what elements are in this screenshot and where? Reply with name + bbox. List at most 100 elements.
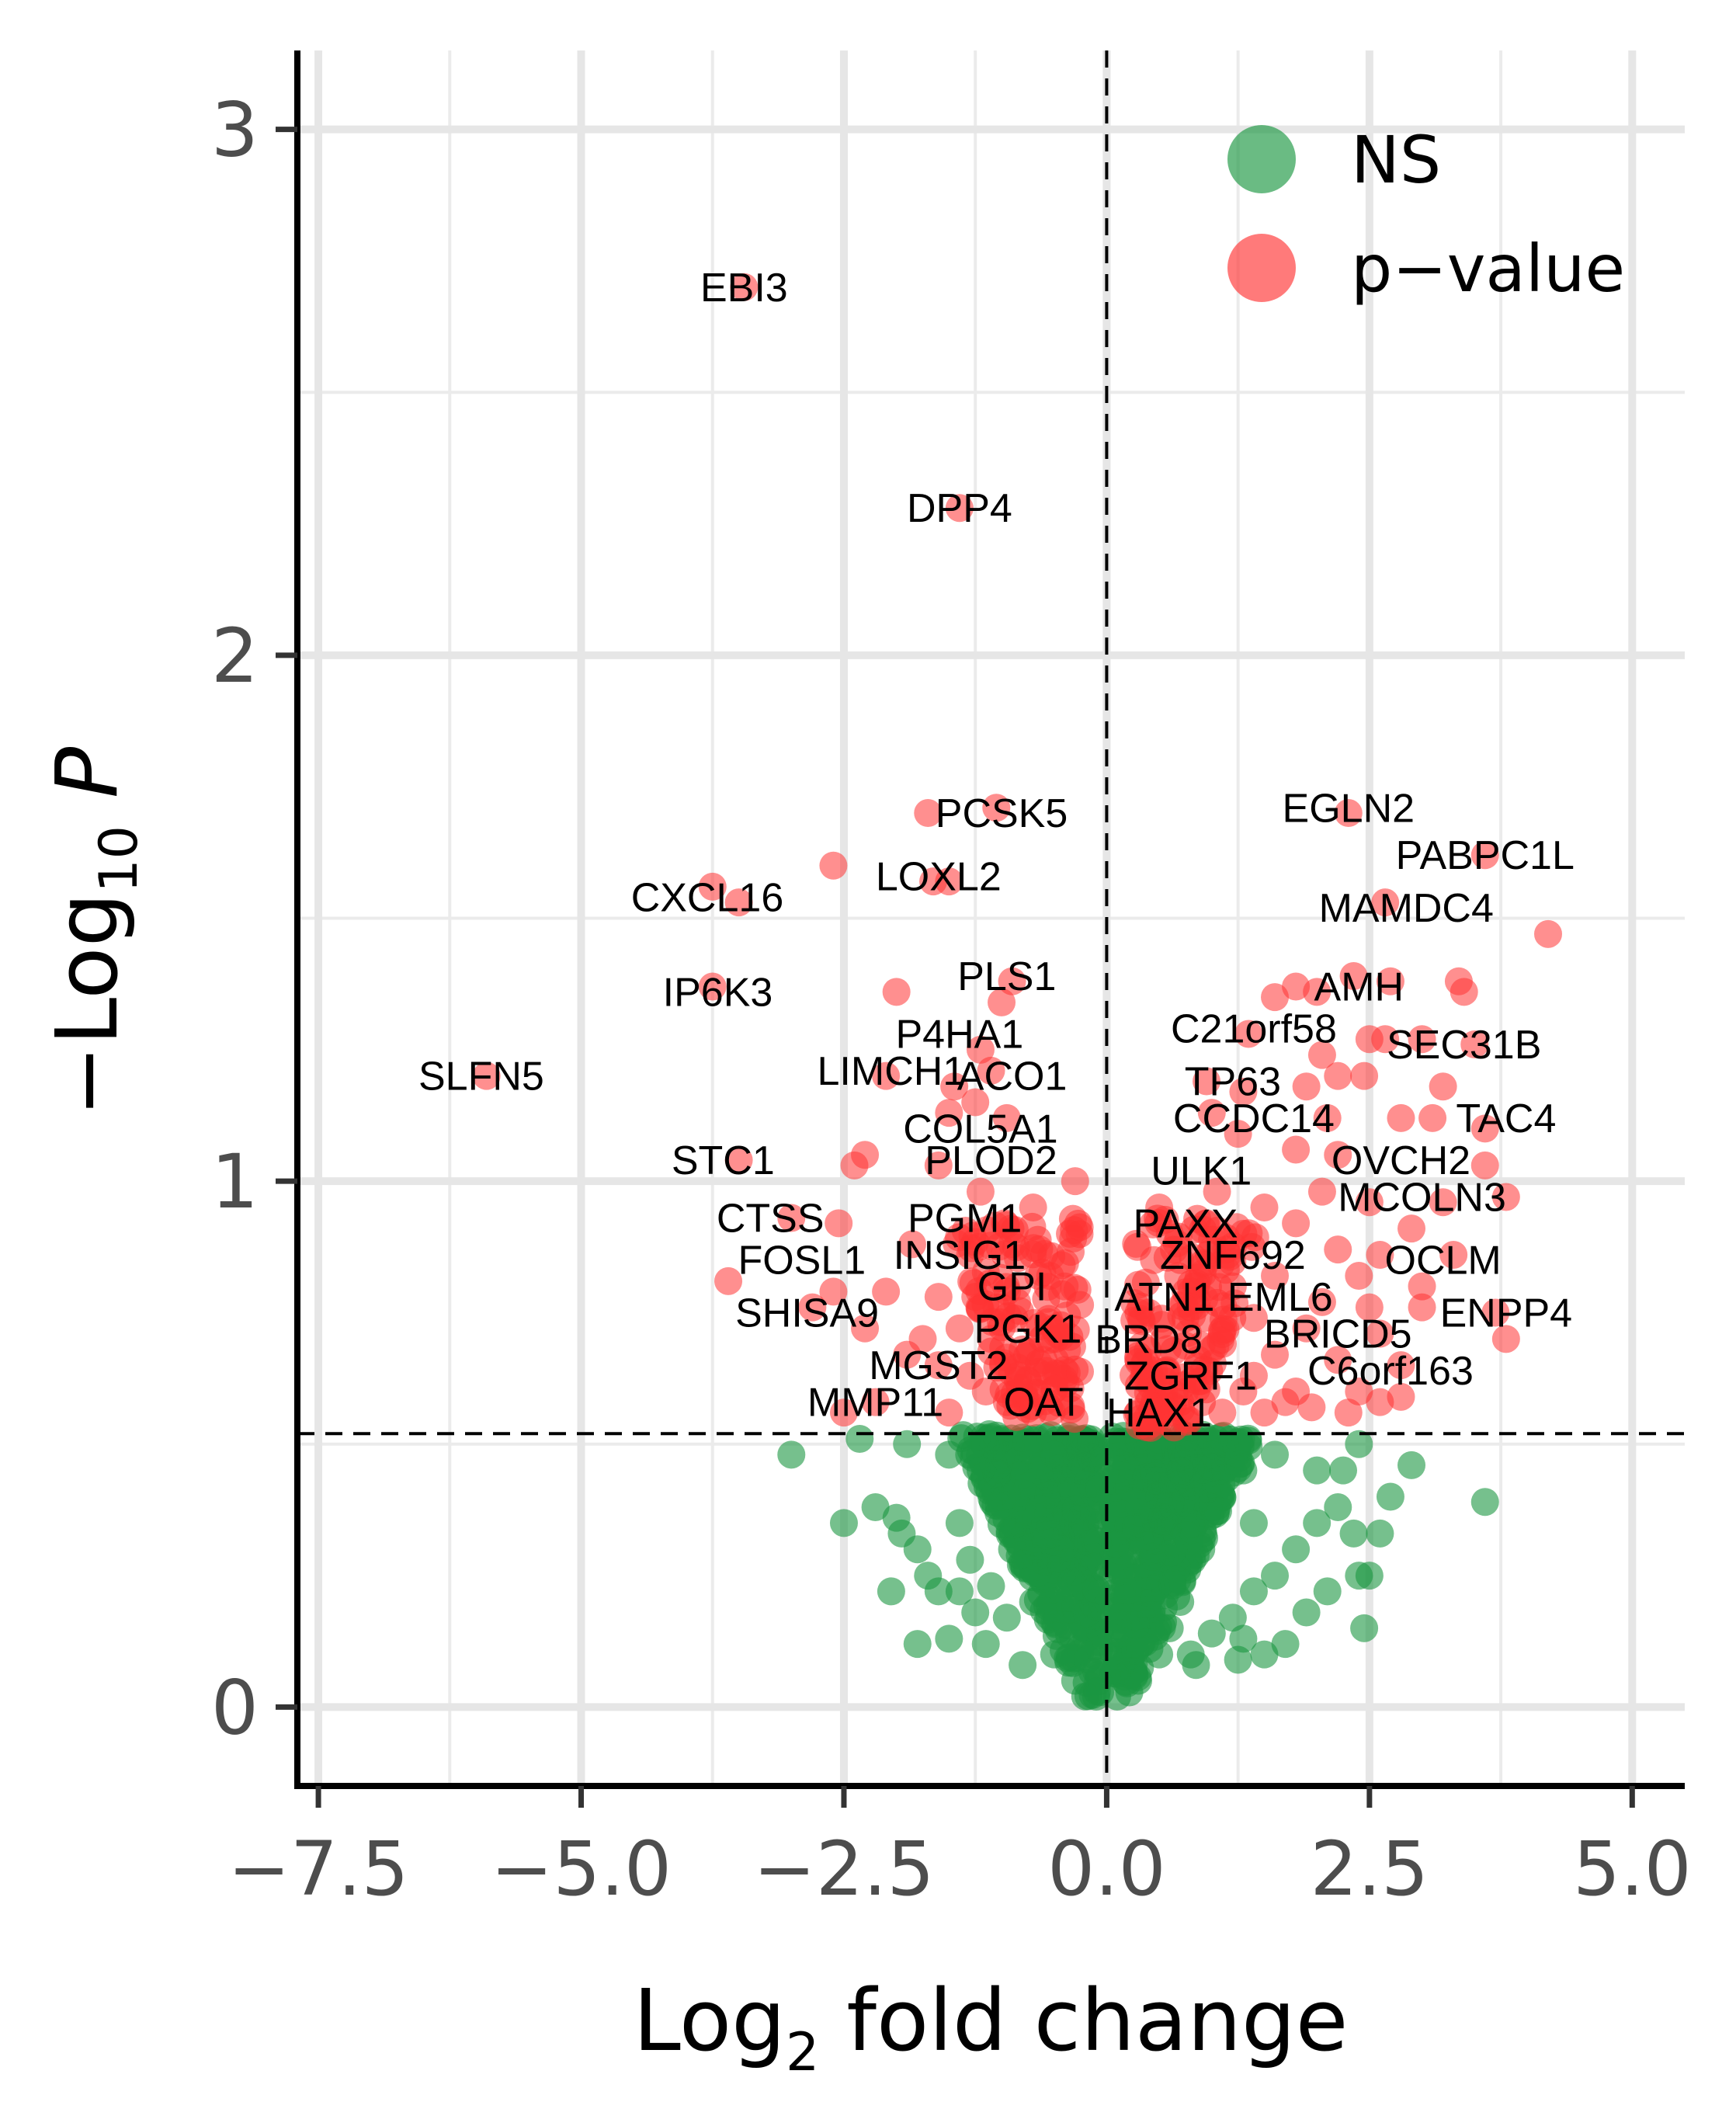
ns-point: [1124, 1509, 1153, 1537]
ns-point: [1197, 1440, 1226, 1469]
ns-point: [966, 1456, 995, 1485]
pvalue-point: [1481, 1298, 1510, 1327]
ns-point: [1329, 1456, 1358, 1485]
gene-label: PLS1: [957, 954, 1056, 999]
pvalue-point: [1193, 1067, 1221, 1096]
ns-point: [1155, 1614, 1184, 1642]
ns-point: [971, 1630, 1000, 1659]
ns-point: [1106, 1551, 1134, 1579]
ns-point: [1250, 1640, 1279, 1669]
gene-label: TP63: [1185, 1059, 1281, 1104]
pvalue-point: [1470, 1114, 1499, 1143]
ns-point: [992, 1603, 1021, 1632]
gene-label: LOXL2: [876, 854, 1002, 899]
pvalue-point: [882, 978, 911, 1006]
ns-point: [1056, 1509, 1085, 1537]
ns-point: [1019, 1587, 1047, 1616]
gene-label: ATN1: [1114, 1275, 1214, 1320]
pvalue-point: [1324, 1346, 1352, 1374]
pvalue-point: [1229, 1078, 1258, 1106]
pvalue-points: [472, 273, 1563, 1442]
pvalue-point: [1534, 919, 1563, 948]
ns-point: [1040, 1440, 1068, 1469]
threshold-lines: [297, 50, 1685, 1786]
axis-ticks: −7.5 −5.0 −2.5 0.0 2.5 5.0 0 1 2 3: [211, 87, 1692, 1913]
pvalue-point: [1324, 1141, 1352, 1169]
pvalue-point: [1261, 1340, 1290, 1369]
pvalue-point: [1355, 1188, 1384, 1217]
ns-point: [1009, 1651, 1037, 1680]
gene-label: PGK1: [974, 1307, 1082, 1352]
ns-point: [1271, 1630, 1300, 1659]
pvalue-point: [1376, 967, 1404, 995]
ns-point: [1176, 1510, 1205, 1538]
pvalue-point: [1408, 1293, 1436, 1322]
legend-label: NS: [1351, 122, 1441, 198]
ns-point: [1045, 1535, 1074, 1564]
pvalue-point: [1239, 1361, 1268, 1390]
y-tick-label: 1: [211, 1138, 259, 1225]
ns-point: [1282, 1535, 1311, 1564]
gene-label: EBI3: [700, 266, 788, 311]
ns-point: [1227, 1425, 1255, 1454]
pvalue-point: [1234, 1020, 1263, 1048]
pvalue-point: [1387, 1103, 1415, 1132]
ns-point: [935, 1440, 963, 1469]
pvalue-point: [1334, 1398, 1363, 1427]
gene-label: PLOD2: [925, 1138, 1057, 1183]
pvalue-point: [1303, 978, 1332, 1006]
pvalue-point: [698, 872, 727, 901]
gene-label: ACO1: [957, 1054, 1068, 1100]
pvalue-point: [935, 867, 963, 896]
pvalue-point: [1124, 1398, 1153, 1427]
y-tick-label: 3: [211, 87, 259, 174]
pvalue-point: [1025, 1235, 1054, 1263]
pvalue-point: [724, 888, 753, 917]
ns-point: [1324, 1493, 1352, 1522]
pvalue-point: [1061, 1167, 1089, 1196]
pvalue-point: [1182, 1269, 1211, 1298]
pvalue-point: [992, 1103, 1021, 1132]
gene-label: PABPC1L: [1396, 833, 1575, 878]
gene-label: P4HA1: [896, 1013, 1024, 1058]
ns-point: [956, 1545, 984, 1574]
ns-point: [1187, 1535, 1216, 1564]
gene-label: PAXX: [1134, 1201, 1238, 1246]
pvalue-point: [945, 494, 974, 523]
ns-point: [1292, 1598, 1321, 1627]
pvalue-point: [1197, 1335, 1226, 1364]
gene-label: C6orf163: [1307, 1349, 1474, 1394]
gene-label: EML6: [1227, 1275, 1333, 1320]
ns-point: [945, 1577, 974, 1606]
pvalue-point: [1140, 1246, 1168, 1274]
pvalue-point: [1366, 1388, 1394, 1416]
ns-point: [1003, 1509, 1032, 1537]
ns-point: [988, 1482, 1016, 1511]
pvalue-point: [1056, 1219, 1085, 1248]
ns-point: [1166, 1587, 1195, 1616]
ns-point: [1166, 1456, 1195, 1485]
x-axis-title: Log2 fold change: [634, 1971, 1349, 2083]
pvalue-point: [1239, 1304, 1268, 1332]
ns-point: [1066, 1456, 1095, 1485]
pvalue-point: [1366, 1240, 1394, 1269]
pvalue-point: [1418, 1103, 1447, 1132]
pvalue-point: [988, 988, 1016, 1016]
ns-point: [1124, 1666, 1153, 1695]
pvalue-point: [924, 1151, 953, 1180]
gene-label: FOSL1: [738, 1239, 866, 1284]
pvalue-point: [472, 1061, 501, 1090]
gene-label: CTSS: [717, 1197, 825, 1242]
pvalue-point: [1218, 1272, 1247, 1301]
pvalue-point: [1124, 1270, 1153, 1299]
ns-point: [1376, 1482, 1404, 1511]
ns-points: [777, 1419, 1499, 1711]
pvalue-point: [1013, 1367, 1042, 1395]
gene-label: GPI: [977, 1265, 1047, 1310]
pvalue-point: [819, 851, 848, 880]
gene-label: C21orf58: [1171, 1007, 1337, 1052]
pvalue-point: [1450, 978, 1478, 1006]
ns-point: [1082, 1682, 1110, 1711]
pvalue-point: [1324, 1235, 1352, 1264]
gene-label: COL5A1: [903, 1107, 1057, 1152]
